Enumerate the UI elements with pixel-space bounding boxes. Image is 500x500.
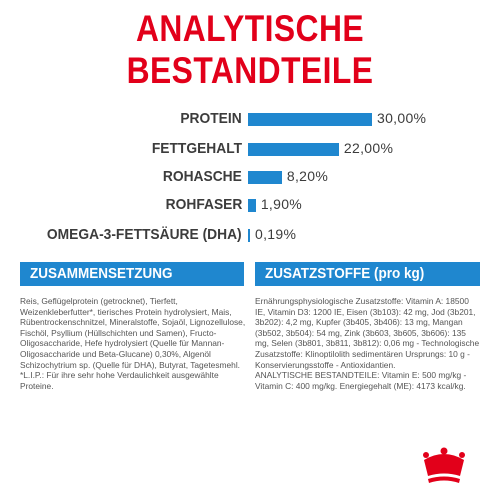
value-label: 0,19%	[255, 226, 297, 242]
value-bar	[248, 199, 256, 212]
chart-row: OMEGA-3-FETTSÄURE (DHA) 0,19%	[0, 222, 500, 248]
composition-heading: ZUSAMMENSETZUNG	[20, 262, 244, 286]
value-bar	[248, 143, 339, 156]
additives-text: Ernährungsphysiologische Zusatzstoffe: V…	[255, 296, 480, 391]
value-bar	[248, 113, 372, 126]
chart-row: PROTEIN 30,00%	[0, 106, 500, 132]
value-bar	[248, 229, 250, 242]
category-label: OMEGA-3-FETTSÄURE (DHA)	[47, 226, 242, 243]
value-bar	[248, 171, 282, 184]
value-label: 1,90%	[260, 196, 303, 212]
category-label: ROHASCHE	[163, 168, 242, 185]
analytical-constituents-chart: PROTEIN 30,00% FETTGEHALT 22,00% ROHASCHE 8,2…	[0, 100, 500, 260]
composition-heading-text: ZUSAMMENSETZUNG	[30, 265, 173, 282]
additives-heading: ZUSATZSTOFFE (pro kg)	[255, 262, 480, 286]
additives-heading-text: ZUSATZSTOFFE (pro kg)	[265, 265, 425, 282]
chart-row: FETTGEHALT 22,00%	[0, 136, 500, 162]
chart-row: ROHFASER 1,90%	[0, 192, 500, 218]
page-title: ANALYTISCHE BESTANDTEILE	[126, 8, 374, 91]
composition-text: Reis, Geflügelprotein (getrocknet), Tier…	[20, 296, 246, 391]
royal-canin-logo	[423, 447, 465, 483]
category-label: FETTGEHALT	[151, 140, 242, 157]
category-label: ROHFASER	[165, 196, 242, 213]
value-label: 30,00%	[377, 110, 427, 126]
chart-row: ROHASCHE 8,20%	[0, 164, 500, 190]
value-label: 22,00%	[343, 140, 394, 156]
value-label: 8,20%	[286, 168, 329, 184]
category-label: PROTEIN	[180, 110, 242, 127]
